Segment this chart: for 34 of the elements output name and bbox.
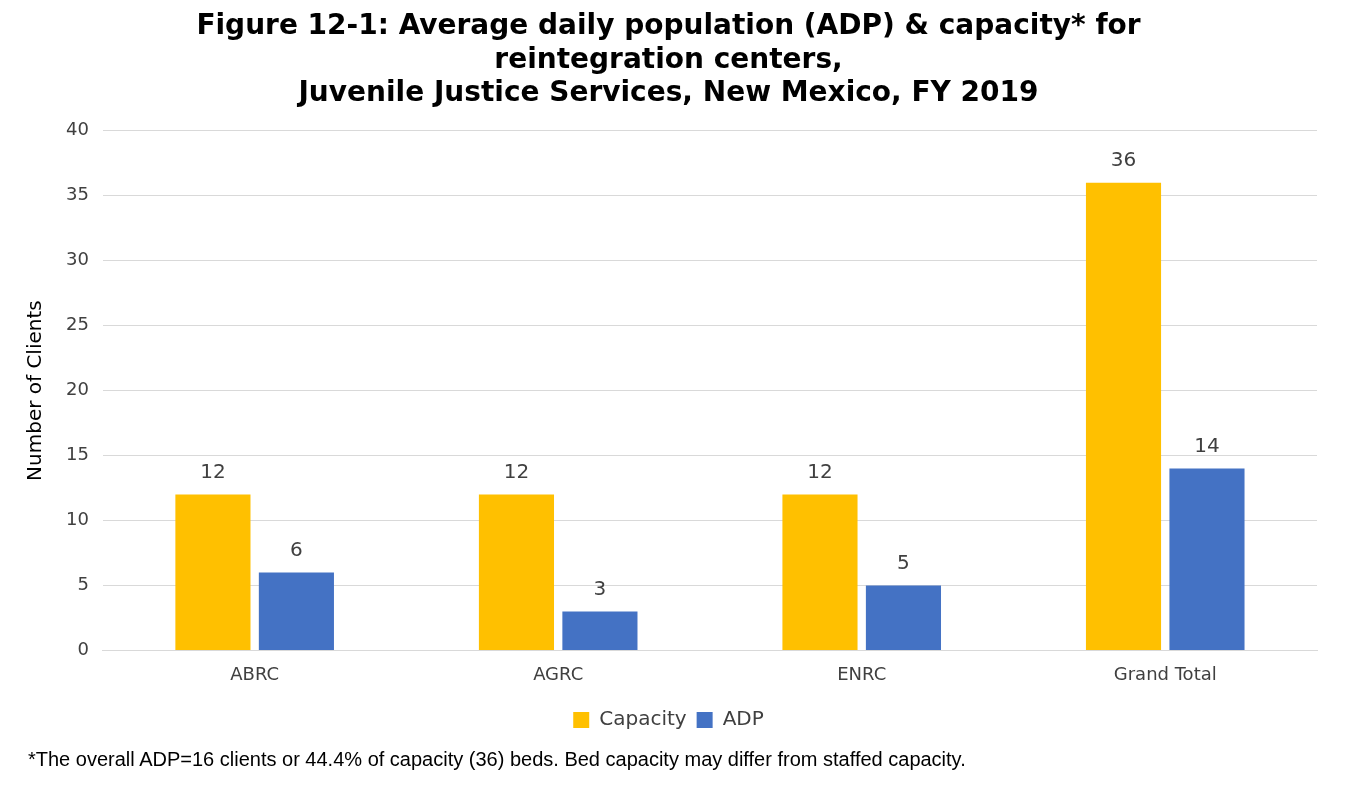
y-tick-label: 10 — [66, 508, 89, 530]
y-tick-label: 15 — [66, 443, 89, 465]
bar — [175, 494, 251, 650]
data-label: 3 — [593, 575, 607, 600]
data-label: 12 — [807, 458, 833, 483]
data-label: 5 — [897, 549, 910, 574]
y-tick-label: 30 — [66, 248, 89, 270]
data-label: 12 — [200, 458, 226, 483]
chart-title: Figure 12-1: Average daily population (ADP) & capacity* for reintegration centers, Juvenile Justice Services, New Mexico, FY 2019 — [196, 8, 1141, 109]
legend-label: ADP — [722, 706, 764, 731]
y-tick-label: 40 — [66, 118, 89, 140]
bar — [1085, 182, 1162, 650]
bar — [258, 572, 334, 650]
legend-label: Capacity — [599, 706, 687, 731]
data-label: 6 — [290, 536, 303, 561]
bar — [782, 494, 858, 650]
y-tick-label: 35 — [66, 183, 89, 205]
bar — [1169, 468, 1245, 650]
y-tick-label: 0 — [77, 638, 89, 660]
data-label: 12 — [503, 458, 530, 483]
y-tick-label: 5 — [77, 573, 89, 595]
x-tick-label: AGRC — [533, 662, 584, 684]
data-label: 14 — [1194, 432, 1220, 457]
data-label: 36 — [1110, 146, 1137, 171]
x-tick-label: ABRC — [230, 662, 280, 684]
bar — [562, 611, 638, 650]
y-axis-title: Number of Clients — [22, 300, 47, 481]
y-tick-label: 25 — [66, 313, 89, 335]
bar — [865, 585, 942, 650]
text: *The overall ADP=16 clients or 44.4% of capacity (36) beds. Bed capacity may differ from staffed capacity. — [28, 748, 966, 771]
x-tick-label: ENRC — [837, 662, 887, 684]
x-tick-label: Grand Total — [1113, 662, 1217, 684]
y-tick-label: 20 — [66, 378, 89, 400]
bar — [478, 494, 555, 650]
